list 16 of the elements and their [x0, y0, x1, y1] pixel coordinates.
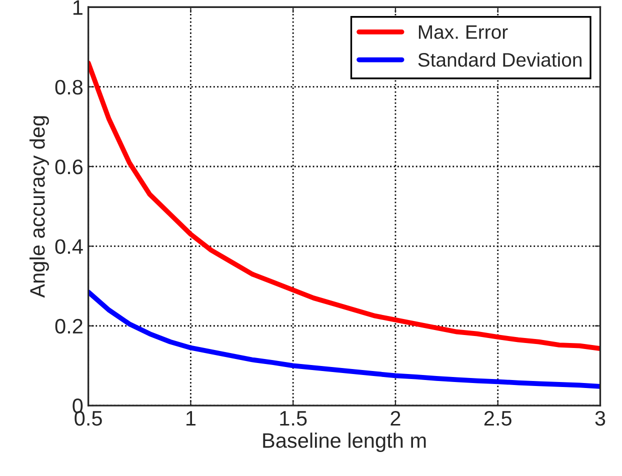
y-tick-label: 0.8 [55, 80, 83, 95]
x-axis-title: Baseline length m [263, 432, 426, 452]
line-series [88, 290, 600, 389]
y-axis-title: Angle accuracy deg [30, 116, 49, 298]
y-tick-label: 1 [73, 0, 82, 15]
x-tick-label: 1 [186, 411, 196, 426]
x-tick-label: 2 [390, 410, 400, 426]
x-tick-label: 2.5 [484, 410, 512, 426]
legend-label: Standard Deviation [418, 52, 582, 67]
legend-label: Max. Error [418, 25, 508, 39]
x-tick-label: 0.5 [74, 410, 102, 426]
y-tick-label: 0.6 [55, 160, 83, 174]
x-tick-label: 3 [595, 410, 606, 426]
y-tick-label: 0.4 [55, 239, 83, 254]
x-tick-label: 1.5 [280, 411, 307, 426]
y-tick-label: 0.2 [55, 318, 82, 334]
